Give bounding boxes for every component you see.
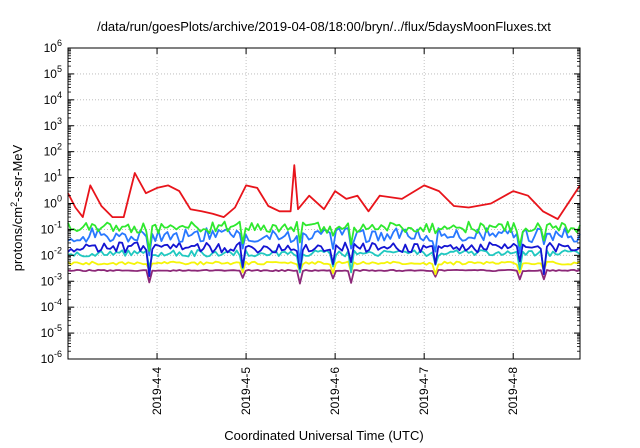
series-line bbox=[67, 241, 581, 278]
y-tick-label: 102 bbox=[44, 142, 62, 159]
x-tick-label: 2019-4-5 bbox=[239, 367, 253, 415]
y-axis-label-rest: -s-sr-MeV bbox=[10, 144, 25, 201]
y-axis: 10-6 10-5 10-4 10-3 10-2 10-1 100 101 102 103 104 1… bbox=[41, 38, 580, 366]
y-tick-label: 103 bbox=[44, 116, 62, 133]
x-tick-label: 2019-4-6 bbox=[328, 367, 342, 415]
y-axis-label-main: protons/cm bbox=[10, 207, 25, 271]
y-tick-label: 101 bbox=[44, 168, 62, 185]
x-axis-label: Coordinated Universal Time (UTC) bbox=[224, 428, 423, 443]
y-axis-label: protons/cm2-s-sr-MeV bbox=[9, 144, 25, 271]
y-tick-label: 105 bbox=[44, 64, 62, 81]
y-tick-label: 10-4 bbox=[41, 297, 62, 314]
y-tick-label: 10-6 bbox=[41, 349, 62, 366]
x-axis: 2019-4-4 2019-4-5 2019-4-6 2019-4-7 2019-4-8 bbox=[150, 48, 520, 415]
y-tick-label: 10-1 bbox=[41, 219, 62, 236]
y-tick-label: 10-3 bbox=[41, 271, 62, 288]
y-tick-label: 104 bbox=[44, 90, 62, 107]
x-tick-label: 2019-4-4 bbox=[150, 367, 164, 415]
grid-lines bbox=[68, 48, 580, 359]
series-line bbox=[67, 249, 581, 274]
y-tick-label: 100 bbox=[44, 194, 62, 211]
series-line bbox=[67, 220, 581, 252]
series-layer bbox=[67, 164, 581, 285]
series-line bbox=[67, 260, 581, 276]
y-tick-label: 106 bbox=[44, 38, 62, 55]
y-tick-label: 10-2 bbox=[41, 245, 62, 262]
x-tick-label: 2019-4-8 bbox=[506, 367, 520, 415]
y-axis-label-superscript: 2 bbox=[9, 202, 19, 207]
chart-title: /data/run/goesPlots/archive/2019-04-08/1… bbox=[97, 19, 551, 34]
y-tick-label: 10-5 bbox=[41, 323, 62, 340]
series-line bbox=[67, 227, 581, 264]
x-tick-label: 2019-4-7 bbox=[417, 367, 431, 415]
series-line-red bbox=[67, 164, 581, 220]
series-line bbox=[67, 269, 581, 285]
